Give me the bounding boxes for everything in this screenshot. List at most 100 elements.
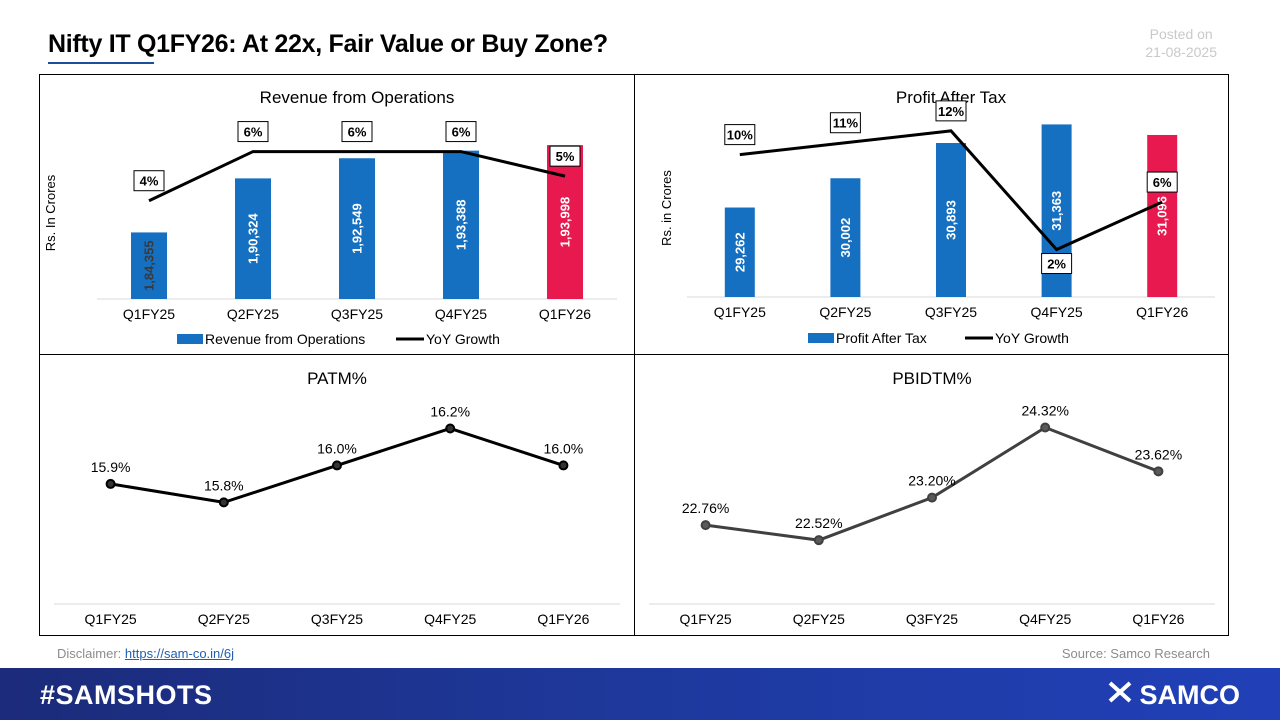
bar — [547, 145, 583, 299]
y-axis-label: Rs. In Crores — [43, 174, 58, 251]
bar — [443, 150, 479, 299]
x-tick-label: Q1FY26 — [537, 611, 589, 627]
legend-swatch-bars — [177, 334, 203, 344]
chart-1-title: Revenue from Operations — [260, 88, 455, 107]
x-tick-label: Q1FY25 — [714, 304, 766, 320]
data-point — [105, 478, 116, 489]
x-tick-label: Q1FY25 — [123, 306, 175, 322]
x-tick-label: Q3FY25 — [925, 304, 977, 320]
bar — [131, 232, 167, 299]
grid-divider-vertical — [634, 75, 635, 635]
bar — [1147, 134, 1178, 297]
yoy-growth-line — [739, 129, 1163, 252]
growth-data-label: 6% — [452, 125, 471, 140]
disclaimer: Disclaimer: https://sam-co.in/6j — [57, 646, 234, 661]
point-data-label: 23.20% — [908, 473, 955, 489]
point-data-label: 16.0% — [544, 440, 584, 456]
data-point — [445, 423, 456, 434]
x-tick-label: Q2FY25 — [819, 304, 871, 320]
disclaimer-label: Disclaimer: — [57, 646, 122, 661]
bar — [724, 207, 755, 297]
point-data-label: 22.52% — [795, 515, 842, 531]
bar — [830, 178, 861, 297]
data-point — [700, 520, 711, 531]
posted-label: Posted on — [1149, 26, 1213, 42]
source-note: Source: Samco Research — [1061, 646, 1210, 661]
legend-label-line: YoY Growth — [426, 331, 500, 347]
posted-on: Posted on 21-08-2025 — [1145, 25, 1217, 61]
x-tick-label: Q4FY25 — [424, 611, 476, 627]
page-title: Nifty IT Q1FY26: At 22x, Fair Value or B… — [48, 30, 608, 58]
x-tick-label: Q3FY25 — [311, 611, 363, 627]
samco-logo-icon — [1106, 680, 1134, 711]
data-point — [927, 492, 937, 503]
x-tick-label: Q4FY25 — [435, 306, 487, 322]
bar-data-label: 29,262 — [732, 232, 747, 272]
growth-data-label: 10% — [727, 128, 753, 143]
growth-data-label: 6% — [348, 125, 367, 140]
growth-data-label: 6% — [1153, 175, 1172, 190]
title-underline — [48, 62, 154, 64]
data-point — [1153, 466, 1164, 477]
point-data-label: 15.9% — [91, 459, 131, 475]
x-tick-label: Q4FY25 — [1019, 611, 1071, 627]
data-point — [218, 497, 229, 508]
x-tick-label: Q2FY25 — [227, 306, 279, 322]
brand: SAMCO — [1106, 680, 1241, 711]
point-data-label: 15.8% — [204, 477, 244, 493]
brand-name: SAMCO — [1139, 680, 1241, 710]
x-tick-label: Q2FY25 — [793, 611, 845, 627]
growth-data-label: 11% — [833, 116, 859, 131]
legend-swatch-bars — [808, 333, 834, 343]
growth-data-label: 4% — [140, 174, 159, 189]
bar-data-label: 30,893 — [944, 200, 959, 240]
legend-label-line: YoY Growth — [995, 330, 1069, 346]
bar-data-label: 1,92,549 — [350, 203, 365, 254]
bar-data-label: 1,93,388 — [454, 200, 469, 251]
x-tick-label: Q1FY26 — [539, 306, 591, 322]
point-data-label: 24.32% — [1021, 403, 1068, 419]
charts-grid: Revenue from Operations Q1FY25 Q2FY25 Q3FY2… — [39, 74, 1229, 636]
growth-label-box — [549, 145, 581, 167]
growth-label-box — [829, 112, 861, 134]
charts-svg: Revenue from Operations Q1FY25 Q2FY25 Q3FY2… — [43, 88, 1215, 627]
chart-3-title: PATM% — [307, 369, 367, 388]
posted-date: 21-08-2025 — [1145, 44, 1217, 60]
x-tick-label: Q3FY25 — [906, 611, 958, 627]
growth-label-box — [724, 124, 756, 146]
bar-data-label: 31,096 — [1155, 196, 1170, 236]
x-tick-label: Q1FY25 — [85, 611, 137, 627]
bar-data-label: 1,93,998 — [558, 197, 573, 248]
growth-label-box — [133, 170, 165, 192]
point-data-label: 16.2% — [430, 403, 470, 419]
x-tick-label: Q1FY26 — [1136, 304, 1188, 320]
disclaimer-link[interactable]: https://sam-co.in/6j — [124, 646, 235, 661]
bar — [339, 158, 375, 299]
bar-data-label: 30,002 — [838, 218, 853, 258]
bar — [936, 143, 966, 297]
legend-label-bars: Profit After Tax — [836, 330, 927, 346]
growth-label-box — [1041, 253, 1073, 275]
chart-2-title: Profit After Tax — [896, 88, 1007, 107]
point-data-label: 23.62% — [1135, 446, 1182, 462]
x-tick-label: Q1FY26 — [1132, 611, 1184, 627]
growth-label-box — [237, 121, 269, 143]
growth-label-box — [341, 121, 373, 143]
chart-4-title: PBIDTM% — [892, 369, 971, 388]
footer-bar: #SAMSHOTS SAMCO — [0, 668, 1280, 720]
growth-data-label: 5% — [556, 149, 575, 164]
growth-label-box — [935, 100, 967, 122]
point-data-label: 22.76% — [682, 500, 729, 516]
hashtag-label: #SAMSHOTS — [40, 680, 213, 710]
growth-data-label: 6% — [244, 125, 263, 140]
bar-data-label: 31,363 — [1049, 191, 1064, 231]
grid-divider-horizontal — [40, 354, 1228, 355]
legend-label-bars: Revenue from Operations — [205, 331, 365, 347]
data-point — [813, 535, 824, 546]
y-axis-label: Rs. in Crores — [659, 170, 674, 246]
growth-data-label: 2% — [1047, 257, 1066, 272]
bar — [235, 178, 271, 299]
growth-label-box — [445, 121, 477, 143]
growth-data-label: 12% — [938, 104, 964, 119]
bar-data-label: 1,84,355 — [142, 240, 157, 291]
